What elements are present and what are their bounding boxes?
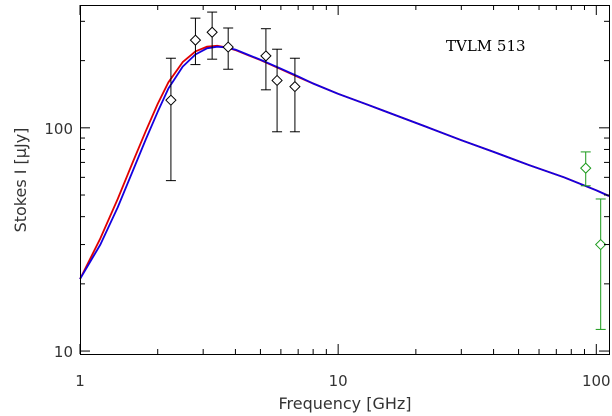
model-curves <box>79 44 610 280</box>
diamond-marker-3 <box>206 26 218 38</box>
x-tick-label-100: 100 <box>582 372 611 390</box>
y-tick-label-10: 10 <box>54 343 73 361</box>
diamond-marker-2 <box>189 34 202 46</box>
plot-frame <box>80 5 610 355</box>
diamond-marker-1 <box>165 94 177 106</box>
diamond-marker-7 <box>289 80 301 93</box>
diamond-marker-9 <box>594 238 607 251</box>
diamond-marker-4 <box>222 41 234 53</box>
y-tick-label-100: 100 <box>44 120 73 138</box>
x-axis-label: Frequency [GHz] <box>278 394 411 413</box>
diamond-marker-5 <box>260 50 272 62</box>
x-tick-label-1: 1 <box>75 372 85 390</box>
diamond-marker-6 <box>271 74 283 87</box>
model-curve-2 <box>79 45 610 280</box>
data-points <box>165 11 607 330</box>
source-annotation: TVLM 513 <box>446 37 526 55</box>
x-tick-label-10: 10 <box>329 372 348 390</box>
y-axis-label: Stokes I [μJy] <box>11 128 30 233</box>
diamond-marker-8 <box>580 162 592 174</box>
